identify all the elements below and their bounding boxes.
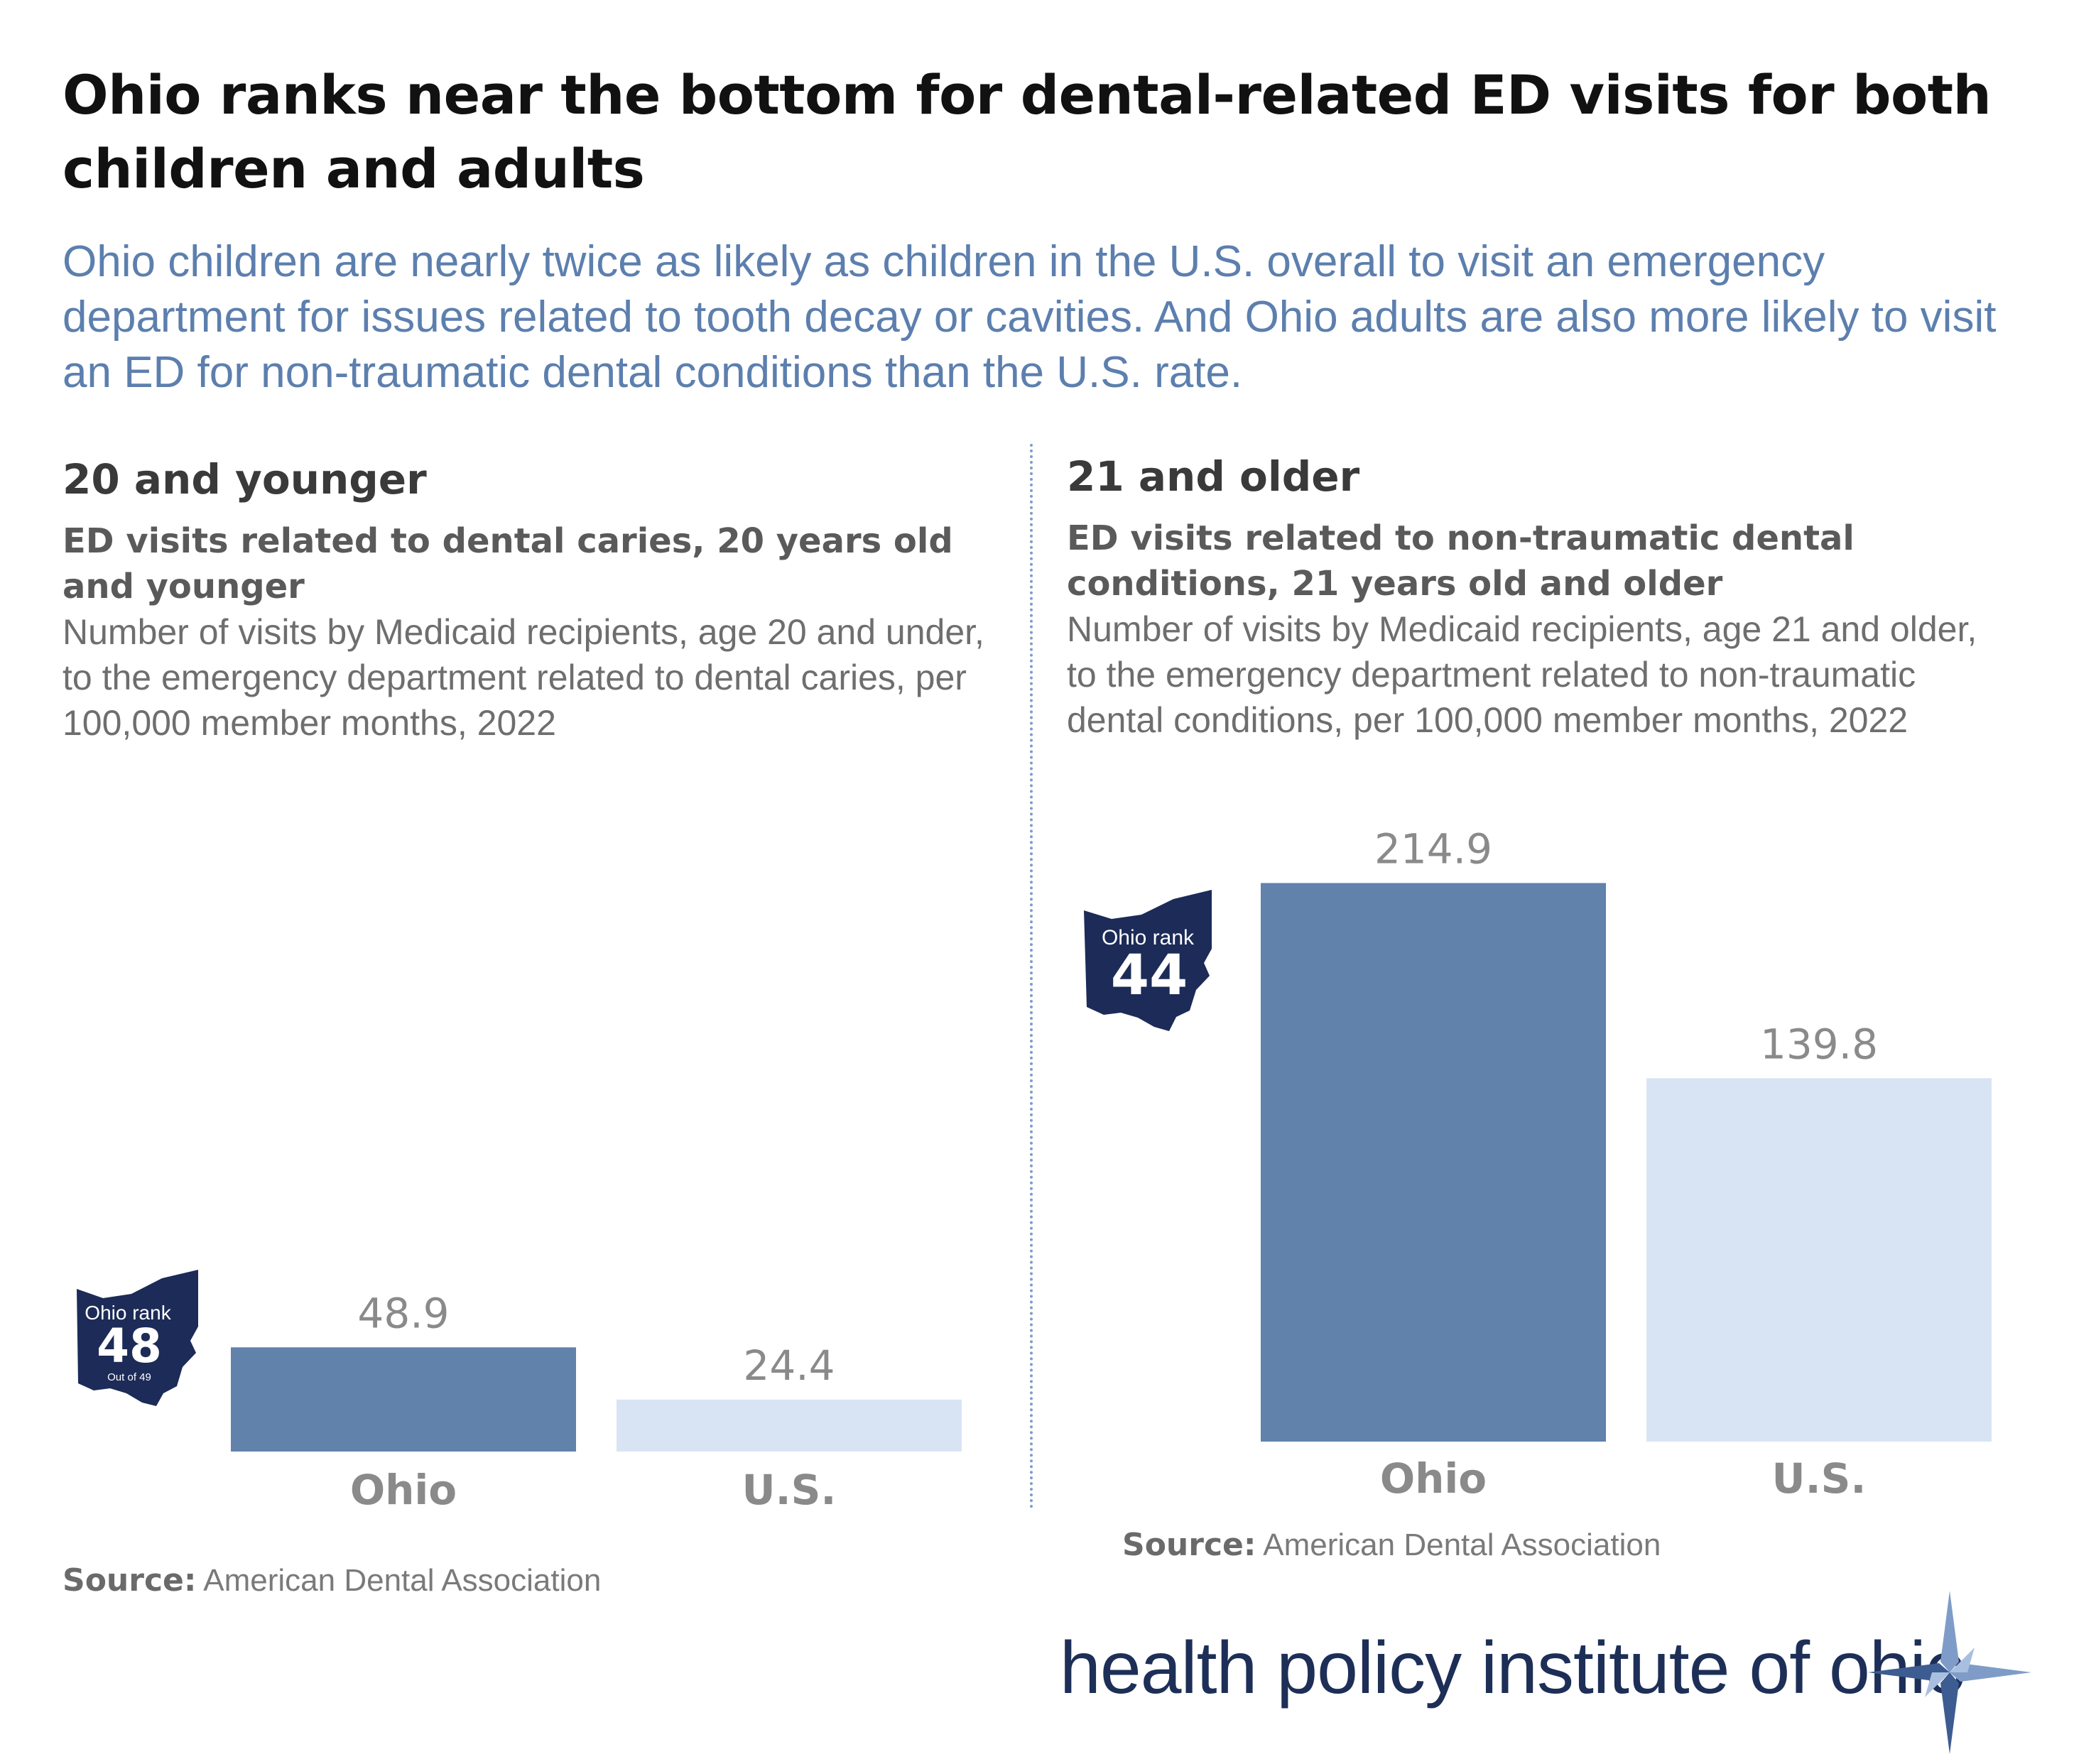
logo-text: health policy institute of ohio [1060,1627,1967,1709]
badge-label-right: Ohio rank [1102,926,1195,949]
metric-title-left: ED visits related to dental caries, 20 y… [63,521,953,606]
source-text-right: American Dental Association [1263,1528,1661,1562]
compass-star-icon [1868,1591,2031,1754]
category-label: Ohio [350,1466,457,1514]
bar-us [617,1399,962,1452]
metric-title-right: ED visits related to non-traumatic denta… [1067,518,1855,604]
bar-value-label: 139.8 [1760,1020,1878,1068]
source-text-left: American Dental Association [203,1563,602,1598]
subhead: Ohio children are nearly twice as likely… [63,237,1997,397]
bar-value-label: 24.4 [743,1341,835,1390]
bar-ohio [1261,883,1606,1442]
badge-rank-right: 44 [1111,944,1188,1008]
panel-title-left: 20 and younger [63,455,427,503]
bar-value-label: 48.9 [357,1289,449,1337]
category-label: Ohio [1380,1454,1487,1503]
bar-ohio [231,1347,576,1452]
metric-desc-right: Number of visits by Medicaid recipients,… [1067,609,1977,740]
bar-value-label: 214.9 [1374,824,1492,873]
chart-left: 48.9 Ohio 24.4 U.S. [231,1289,962,1514]
ohio-rank-badge-right: Ohio rank 44 [1084,890,1212,1031]
source-left: Source: American Dental Association [63,1562,601,1599]
badge-label-left: Ohio rank [85,1302,171,1324]
metric-desc-left: Number of visits by Medicaid recipients,… [63,612,984,743]
headline: Ohio ranks near the bottom for dental-re… [63,63,1992,200]
panel-title-right: 21 and older [1067,452,1360,501]
category-label: U.S. [742,1466,837,1514]
badge-rank-left: 48 [97,1319,162,1373]
source-label-left: Source: [63,1562,197,1599]
category-label: U.S. [1772,1454,1867,1503]
chart-right: 214.9 Ohio 139.8 U.S. [1261,824,1992,1503]
bar-us [1646,1078,1992,1442]
ohio-state-icon [77,1270,198,1406]
panel-divider [1030,444,1033,1509]
badge-outof-left: Out of 49 [107,1371,151,1383]
ohio-state-icon [1084,890,1212,1031]
source-label-right: Source: [1122,1527,1256,1563]
source-right: Source: American Dental Association [1122,1527,1661,1563]
panel-right-header: 21 and older ED visits related to non-tr… [1067,452,1990,743]
panel-left-header: 20 and younger ED visits related to dent… [63,454,986,746]
ohio-rank-badge-left: Ohio rank 48 Out of 49 [77,1270,198,1406]
